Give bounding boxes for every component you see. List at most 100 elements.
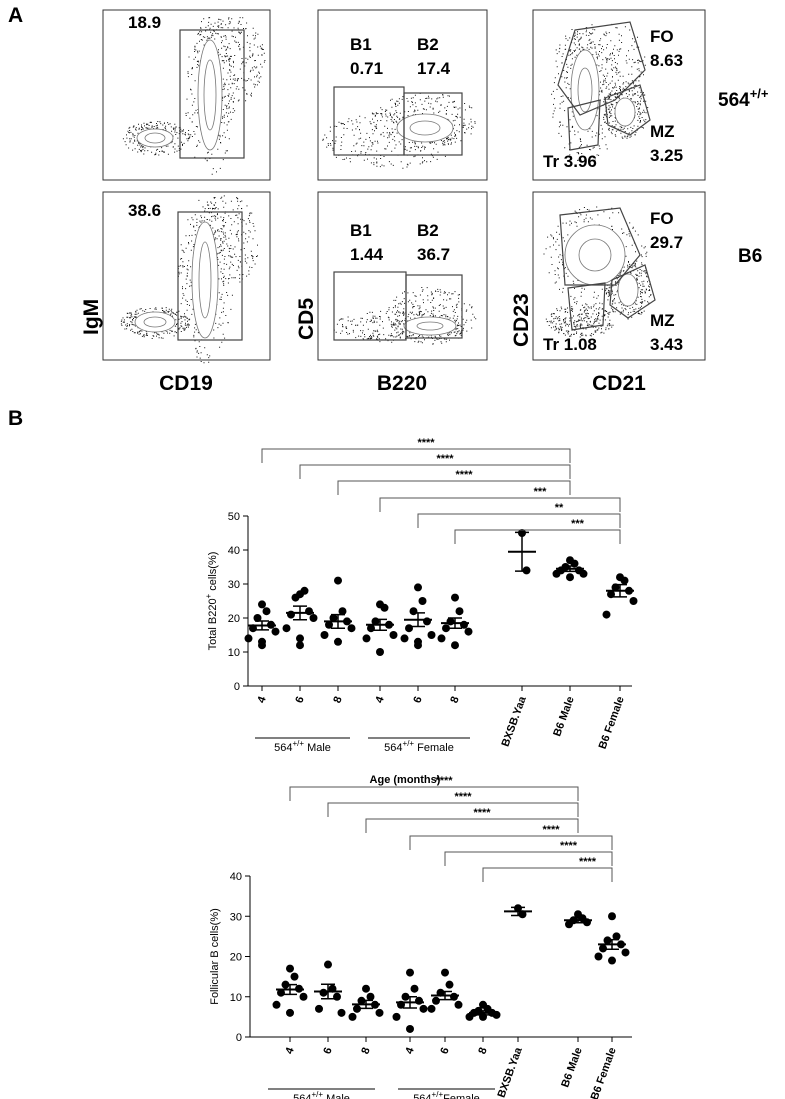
gate [177,211,243,341]
group-label: 564+/+ Male [274,739,331,754]
data-point [272,1000,281,1009]
data-point [409,607,418,616]
gate-value: Tr 3.96 [543,152,597,171]
data-point [442,624,450,633]
group-label-part: +/+ [311,1090,323,1099]
chart: 0 10 20 30 40 50 Total B220+ cells(%) 4 6 8 4 6 8 BXS… [204,437,638,786]
x-tick-label: BXSB.Yaa [496,1045,526,1099]
x-tick-label: 6 [411,695,424,705]
error-bar [613,583,627,598]
y-axis-label: Total B220+ cells(%) [204,552,219,651]
x-tick-label: B6 Male [559,1046,584,1089]
significance-label: *** [571,518,585,530]
gate-value: 3.25 [650,146,683,165]
data-point [334,637,342,646]
data-point [454,1000,463,1009]
data-point [602,610,611,619]
significance-bracket [289,786,579,801]
axis-label: IgM [80,299,103,335]
data-point [291,593,300,602]
group-label-part: 564 [274,742,292,754]
data-point [299,992,308,1001]
data-point [594,952,603,961]
error-bar [411,612,425,628]
gate-value: 8.63 [650,51,683,70]
gate-value: 38.6 [128,201,161,220]
axis-label: CD21 [592,372,646,395]
error-bar [476,1010,490,1016]
y-tick-label: 0 [234,681,240,693]
data-point [353,1004,361,1013]
data-point [287,610,295,619]
significance-label: **** [454,791,472,803]
x-tick-label: BXSB.Yaa [500,694,530,748]
y-tick-label: 20 [228,613,240,625]
data-point [315,1004,323,1013]
significance-bracket [482,867,613,882]
significance-bracket [417,513,621,528]
x-tick-label: 4 [373,694,387,705]
y-axis-label: Follicular B cells(%) [209,908,221,1005]
data-point [552,569,561,578]
error-bar [293,605,307,621]
data-point [380,603,389,612]
significance-label: **** [542,824,560,836]
data-point [366,992,375,1001]
gate-value: Tr 1.08 [543,335,597,354]
y-axis-label-part: Total B220 [207,598,219,650]
x-axis-label: Age (months) [370,774,441,786]
x-tick-label: B6 Male [551,695,576,738]
significance-label: **** [436,453,454,465]
gate-name: B2 [417,221,439,240]
data-point [603,936,612,945]
gate-name: MZ [650,311,675,330]
data-point [579,569,588,578]
gate [403,92,463,156]
axis-label: CD23 [510,293,533,347]
significance-bracket [299,464,571,479]
error-bar [438,990,452,1001]
gate-name: MZ [650,122,675,141]
gate-name: FO [650,27,674,46]
data-point [445,980,454,989]
significance-bracket [327,802,579,817]
significance-bracket [337,480,571,495]
error-bar [359,999,373,1010]
error-bar [605,938,619,951]
y-axis-label-part: cells(%) [207,552,219,594]
x-tick-label: 6 [321,1046,334,1056]
data-point [441,968,449,977]
data-point [296,634,304,643]
data-point [324,960,332,969]
data-point [414,637,422,646]
gate-value: 29.7 [650,233,683,252]
gate [609,264,656,319]
error-bar [283,983,297,996]
y-tick-label: 20 [230,952,242,964]
gate [405,274,463,339]
group-label-part: Male [304,742,331,754]
significance-label: **** [473,807,491,819]
data-point [565,920,573,929]
data-point [621,948,630,957]
x-tick-label: 4 [255,694,269,705]
y-tick-label: 40 [228,545,240,557]
y-tick-label: 10 [228,647,240,659]
data-point [392,1012,401,1021]
data-point [300,586,309,595]
gate [567,99,601,151]
data-point [465,1012,474,1021]
data-point [262,607,271,616]
group-label-part: +/+ [403,739,415,748]
y-tick-label: 0 [236,1032,242,1044]
error-bar [373,618,387,631]
data-point [410,984,419,993]
significance-bracket [365,818,579,833]
data-point [414,583,422,592]
data-point [282,624,291,633]
data-point [608,956,616,965]
data-point [319,988,328,997]
y-tick-label: 30 [230,911,242,923]
data-point [244,634,253,643]
